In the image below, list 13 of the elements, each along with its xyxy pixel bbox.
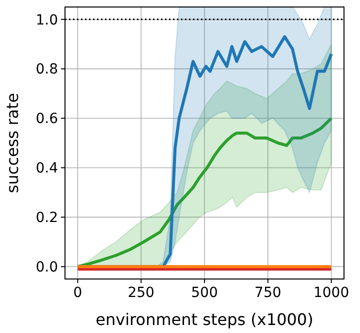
y-tick-label: 0.6 — [36, 111, 58, 128]
y-tick-label: 0.0 — [36, 260, 58, 276]
x-axis-title: environment steps (x1000) — [96, 310, 314, 329]
y-tick-label: 1.0 — [36, 12, 58, 28]
y-tick-label: 0.2 — [36, 210, 58, 226]
y-axis-title: success rate — [3, 92, 22, 194]
y-tick-label: 0.8 — [36, 62, 58, 78]
y-tick-label: 0.4 — [36, 160, 58, 177]
x-tick-label: 500 — [191, 285, 218, 301]
x-tick-label: 1000 — [314, 285, 350, 301]
x-tick-label: 0 — [73, 285, 82, 301]
x-tick-label: 250 — [128, 285, 154, 301]
x-tick-label: 750 — [254, 285, 282, 301]
